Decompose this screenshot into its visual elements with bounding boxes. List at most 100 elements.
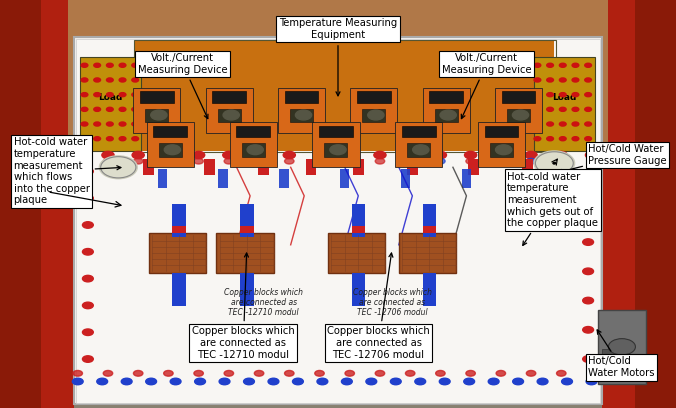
Circle shape [243, 378, 254, 385]
Circle shape [390, 378, 401, 385]
Bar [462, 169, 471, 188]
Circle shape [94, 78, 101, 82]
Bar [140, 91, 174, 103]
Circle shape [107, 78, 114, 82]
Circle shape [488, 378, 499, 385]
Circle shape [107, 107, 114, 111]
Bar [495, 88, 542, 133]
Circle shape [534, 78, 541, 82]
Text: Copper blocks which
are connected as
TEC -12706 modul: Copper blocks which are connected as TEC… [327, 253, 430, 359]
Circle shape [253, 151, 265, 159]
Bar [340, 169, 349, 188]
Bar [153, 126, 187, 137]
Circle shape [587, 370, 596, 376]
Circle shape [81, 93, 88, 97]
Circle shape [560, 107, 566, 111]
Circle shape [223, 110, 239, 120]
Circle shape [119, 137, 126, 141]
Text: Volt./Current
Measuring Device: Volt./Current Measuring Device [138, 53, 227, 119]
Text: Hot-cold water
temperature
measurement
which flows
into the copper
plaque: Hot-cold water temperature measurement w… [14, 137, 121, 205]
Circle shape [73, 158, 82, 164]
Bar [74, 37, 602, 404]
Circle shape [162, 151, 174, 159]
Circle shape [547, 93, 554, 97]
Circle shape [247, 145, 264, 155]
Circle shape [585, 151, 598, 159]
Circle shape [81, 107, 88, 111]
Circle shape [343, 151, 356, 159]
Circle shape [133, 370, 143, 376]
Circle shape [94, 137, 101, 141]
Bar [237, 126, 270, 137]
Circle shape [562, 378, 573, 385]
Bar [218, 109, 241, 122]
Circle shape [368, 110, 384, 120]
Circle shape [560, 63, 566, 67]
Circle shape [535, 152, 573, 175]
Bar [240, 226, 254, 233]
Circle shape [534, 107, 541, 111]
Circle shape [375, 370, 385, 376]
Circle shape [107, 63, 114, 67]
Circle shape [512, 110, 529, 120]
Text: Copper blocks which
are connected as
TEC -12710 modul: Copper blocks which are connected as TEC… [192, 253, 295, 359]
Circle shape [107, 122, 114, 126]
Circle shape [82, 302, 93, 309]
Circle shape [585, 122, 592, 126]
Circle shape [556, 158, 566, 164]
Bar [485, 126, 518, 137]
Bar [218, 169, 228, 188]
Circle shape [254, 158, 264, 164]
Circle shape [224, 158, 234, 164]
Bar [468, 159, 479, 175]
Bar [635, 0, 676, 408]
Circle shape [608, 339, 635, 355]
Text: Hot/Cold
Water Motors: Hot/Cold Water Motors [588, 330, 654, 378]
Circle shape [512, 378, 523, 385]
Bar [312, 122, 360, 167]
Circle shape [534, 93, 541, 97]
Circle shape [496, 158, 506, 164]
Bar [352, 226, 365, 233]
Circle shape [547, 78, 554, 82]
Circle shape [82, 168, 93, 175]
Circle shape [146, 378, 157, 385]
Circle shape [268, 378, 279, 385]
Circle shape [315, 158, 324, 164]
Bar [534, 57, 595, 151]
Bar [422, 88, 470, 133]
Circle shape [435, 370, 445, 376]
Circle shape [440, 110, 456, 120]
Bar [399, 233, 456, 273]
Circle shape [572, 122, 579, 126]
Circle shape [534, 151, 575, 175]
Bar [407, 143, 431, 157]
Circle shape [406, 158, 415, 164]
Bar [172, 204, 186, 237]
Circle shape [412, 145, 429, 155]
Bar [204, 159, 215, 175]
Circle shape [587, 158, 596, 164]
Circle shape [534, 63, 541, 67]
Circle shape [107, 93, 114, 97]
Circle shape [94, 63, 101, 67]
Circle shape [194, 370, 203, 376]
Circle shape [293, 378, 304, 385]
Circle shape [132, 137, 139, 141]
Bar [135, 41, 554, 151]
Bar [240, 204, 254, 237]
Circle shape [119, 122, 126, 126]
Bar [602, 349, 622, 381]
Circle shape [560, 122, 566, 126]
Circle shape [583, 356, 594, 362]
Circle shape [72, 151, 84, 159]
Circle shape [103, 158, 113, 164]
Bar [352, 273, 365, 306]
Circle shape [560, 93, 566, 97]
Bar [76, 39, 600, 403]
Circle shape [194, 158, 203, 164]
Circle shape [295, 110, 312, 120]
Circle shape [82, 329, 93, 335]
Bar [279, 169, 289, 188]
Bar [285, 91, 318, 103]
